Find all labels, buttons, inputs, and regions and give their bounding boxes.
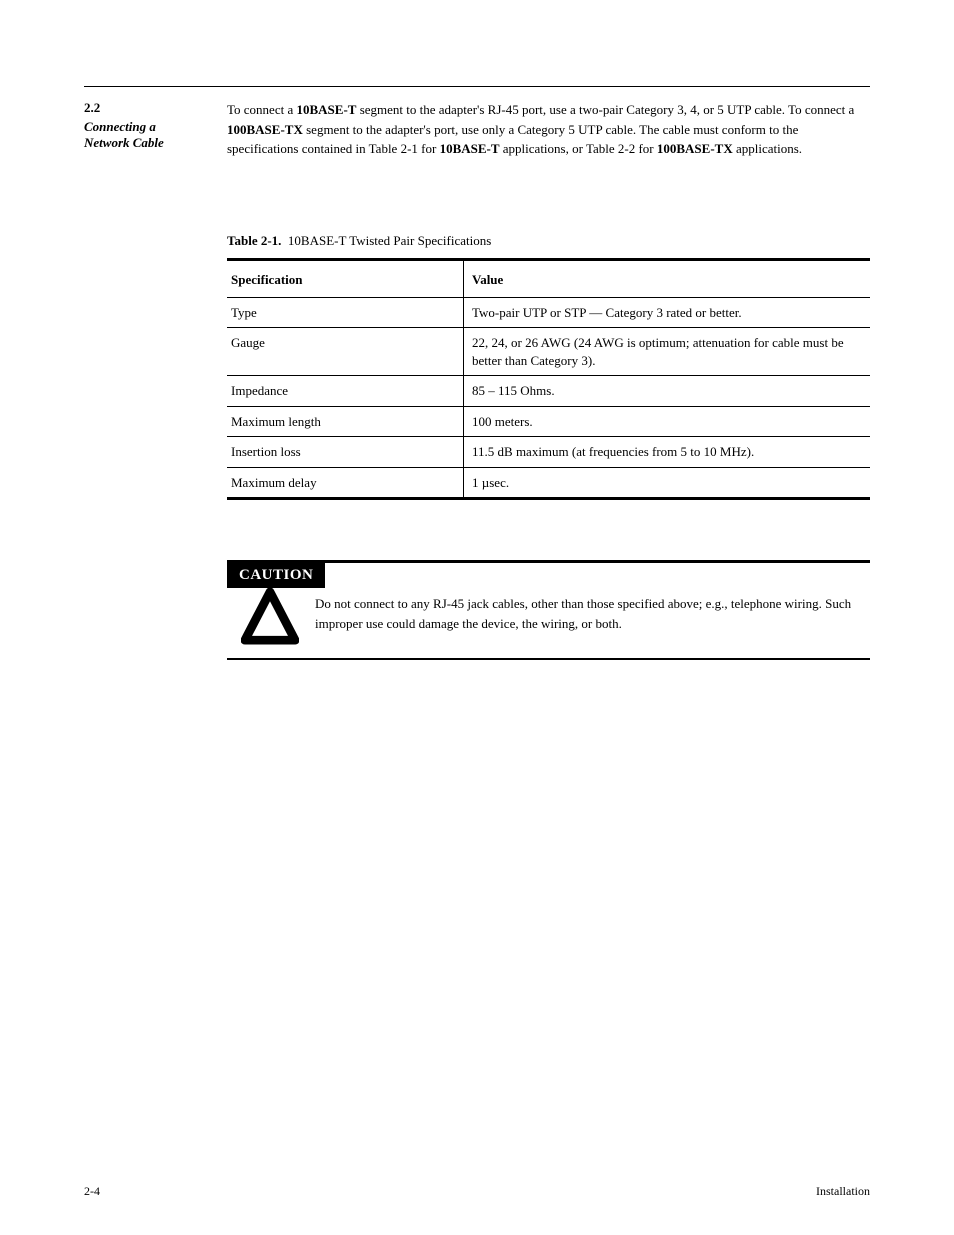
table-row: Type Two-pair UTP or STP — Category 3 ra… — [227, 297, 870, 328]
table1-caption: Table 2-1. 10BASE-T Twisted Pair Specifi… — [227, 232, 870, 250]
table-row: Maximum length 100 meters. — [227, 406, 870, 437]
table1-col1-header: Specification — [227, 261, 463, 297]
table-row: Impedance 85 – 115 Ohms. — [227, 375, 870, 406]
table-cell: 100 meters. — [463, 407, 870, 437]
table-cell: Gauge — [227, 328, 463, 375]
caution-box: CAUTION Do not connect to any RJ-45 jack… — [227, 560, 870, 660]
p1-bold-100basetx: 100BASE-TX — [227, 122, 303, 137]
caution-label: CAUTION — [227, 563, 325, 588]
table-cell: 1 µsec. — [463, 468, 870, 498]
section-number: 2.2 — [84, 100, 100, 116]
p1-text: applications, or Table 2-2 for — [503, 141, 654, 156]
table-cell: Impedance — [227, 376, 463, 406]
p1-bold-100basetx-2: 100BASE-TX — [657, 141, 733, 156]
caution-body: Do not connect to any RJ-45 jack cables,… — [227, 588, 870, 658]
table-row: Gauge 22, 24, or 26 AWG (24 AWG is optim… — [227, 327, 870, 375]
spec-table-1: Specification Value Type Two-pair UTP or… — [227, 258, 870, 500]
p1-text: segment to the adapter's RJ-45 port, use… — [360, 102, 855, 117]
section-title: Connecting a Network Cable — [84, 119, 194, 152]
table-cell: 85 – 115 Ohms. — [463, 376, 870, 406]
p1-bold-10baset-1: 10BASE-T — [296, 102, 356, 117]
table-cell: 11.5 dB maximum (at frequencies from 5 t… — [463, 437, 870, 467]
caution-text: Do not connect to any RJ-45 jack cables,… — [315, 594, 860, 633]
p1-bold-10baset-2: 10BASE-T — [440, 141, 500, 156]
table-cell: Two-pair UTP or STP — Category 3 rated o… — [463, 298, 870, 328]
table-row: Insertion loss 11.5 dB maximum (at frequ… — [227, 436, 870, 467]
footer-page-number: 2-4 — [84, 1184, 100, 1199]
caution-triangle-icon — [241, 588, 299, 646]
table1-caption-num: Table 2-1. — [227, 233, 281, 248]
table-cell: Insertion loss — [227, 437, 463, 467]
intro-paragraph: To connect a 10BASE-T segment to the ada… — [227, 100, 870, 159]
p1-text: applications. — [736, 141, 802, 156]
table-cell: Type — [227, 298, 463, 328]
header-rule — [84, 86, 870, 87]
page-footer: 2-4 Installation — [84, 1184, 870, 1199]
table1-header-row: Specification Value — [227, 261, 870, 297]
page: 2.2 Connecting a Network Cable To connec… — [0, 0, 954, 1235]
table1-col2-header: Value — [463, 261, 870, 297]
footer-chapter-title: Installation — [816, 1184, 870, 1199]
table-row: Maximum delay 1 µsec. — [227, 467, 870, 498]
p1-text: To connect a — [227, 102, 293, 117]
table-cell: 22, 24, or 26 AWG (24 AWG is optimum; at… — [463, 328, 870, 375]
table-cell: Maximum length — [227, 407, 463, 437]
table1-caption-text: 10BASE-T Twisted Pair Specifications — [288, 233, 491, 248]
table-cell: Maximum delay — [227, 468, 463, 498]
